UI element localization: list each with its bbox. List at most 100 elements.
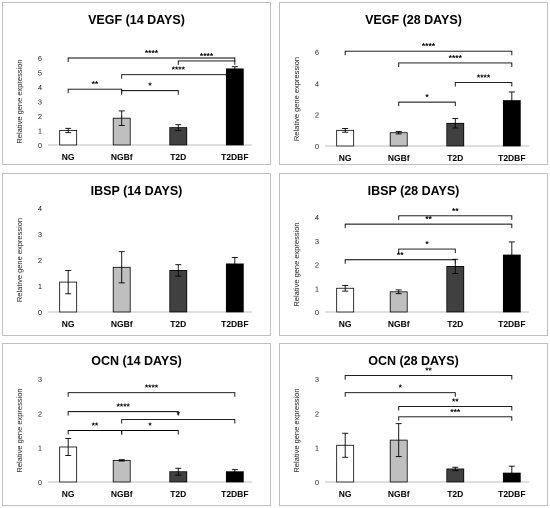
significance-label: **** [200, 51, 214, 61]
significance-label: ** [452, 396, 459, 406]
y-tick-label: 2 [315, 111, 319, 120]
y-tick-label: 1 [38, 282, 42, 291]
significance-bracket [344, 223, 513, 229]
bar-ngbf [112, 459, 131, 483]
bar-t2d [169, 270, 188, 313]
y-tick-label: 1 [38, 127, 42, 136]
significance-bracket [67, 57, 236, 62]
category-label: NGBf [111, 489, 133, 499]
category-label: T2D [447, 319, 463, 329]
significance-label: **** [172, 65, 186, 75]
y-tick-label: 3 [38, 98, 42, 107]
y-axis-label: Relative gene expression [15, 59, 24, 143]
y-tick-label: 0 [315, 478, 319, 487]
category-label: T2D [447, 153, 463, 163]
y-tick-label: 0 [38, 308, 42, 317]
y-tick-label: 0 [38, 141, 42, 150]
y-tick-label: 1 [38, 444, 42, 453]
category-label: T2D [447, 489, 463, 499]
y-tick-label: 6 [315, 48, 319, 57]
chart-title: IBSP (28 DAYS) [368, 184, 460, 198]
significance-label: * [399, 383, 403, 393]
significance-bracket [67, 392, 236, 397]
significance-label: ** [397, 250, 404, 260]
significance-bracket [177, 60, 236, 65]
significance-label: **** [145, 48, 159, 58]
chart-panel-2: VEGF (28 DAYS) 0 2 4 6 Relative gene expressi… [279, 2, 548, 165]
chart-title: IBSP (14 DAYS) [91, 184, 183, 198]
bar-ngbf [389, 132, 408, 147]
chart-panel-5: OCN (14 DAYS) 0 1 2 3 Relative gene expressio… [2, 343, 271, 506]
y-tick-label: 2 [315, 409, 319, 418]
significance-bracket [121, 74, 236, 79]
y-tick-label: 1 [315, 444, 319, 453]
significance-bracket [121, 419, 236, 424]
y-tick-label: 0 [315, 308, 319, 317]
chart-title: OCN (28 DAYS) [368, 354, 459, 368]
y-tick-label: 0 [38, 478, 42, 487]
y-axis-label: Relative gene expression [292, 388, 301, 472]
y-tick-label: 4 [38, 204, 42, 213]
y-tick-label: 3 [38, 230, 42, 239]
significance-label: ** [425, 366, 432, 376]
category-label: NG [339, 153, 352, 163]
significance-label: * [425, 239, 429, 249]
significance-bracket [121, 430, 179, 435]
chart-panel-1: VEGF (14 DAYS) 0 1 2 3 4 5 6 Relative gene expre… [2, 2, 271, 165]
y-axis-label: Relative gene expression [15, 218, 24, 302]
category-label: NGBf [111, 152, 133, 162]
y-axis-label: Relative gene expression [15, 388, 24, 472]
chart-title: OCN (14 DAYS) [91, 354, 182, 368]
category-label: NGBf [388, 319, 410, 329]
significance-label: ** [452, 206, 459, 216]
panel-border [279, 173, 548, 336]
category-label: NG [339, 489, 352, 499]
category-label: NGBf [388, 153, 410, 163]
significance-bracket [121, 90, 179, 95]
significance-label: ** [92, 421, 99, 431]
category-label: NG [62, 489, 75, 499]
significance-bracket [398, 101, 456, 107]
significance-label: * [177, 410, 181, 420]
category-label: T2D [170, 319, 186, 329]
significance-label: *** [450, 407, 461, 417]
y-tick-label: 3 [38, 375, 42, 384]
bar-ng [336, 129, 355, 147]
category-label: NG [339, 319, 352, 329]
category-label: T2D [170, 152, 186, 162]
category-label: T2D [170, 489, 186, 499]
bar-ng [336, 287, 355, 313]
significance-bracket [344, 375, 513, 380]
chart-panel-6: OCN (28 DAYS) 0 1 2 3 Relative gene expressio… [279, 343, 548, 506]
y-tick-label: 4 [38, 83, 42, 92]
significance-bracket [398, 215, 513, 220]
panel-border [279, 2, 548, 165]
y-tick-label: 1 [315, 284, 319, 293]
significance-bracket [344, 392, 456, 397]
y-axis-label: Relative gene expression [292, 57, 301, 141]
chart-title: VEGF (28 DAYS) [365, 13, 462, 27]
significance-label: **** [422, 41, 436, 51]
category-label: T2DBF [498, 319, 525, 329]
y-tick-label: 4 [315, 79, 319, 88]
bar-t2dbf [225, 263, 244, 313]
significance-bracket [344, 259, 456, 264]
category-label: T2DBF [498, 489, 525, 499]
significance-bracket [398, 406, 513, 411]
category-label: T2DBF [221, 152, 248, 162]
significance-label: **** [117, 402, 131, 412]
category-label: T2DBF [221, 489, 248, 499]
panel-border [279, 343, 548, 506]
significance-bracket [67, 411, 179, 416]
category-label: T2DBF [221, 319, 248, 329]
y-axis-label: Relative gene expression [292, 222, 301, 306]
significance-label: ** [425, 214, 432, 224]
category-label: NGBf [111, 319, 133, 329]
significance-label: * [425, 92, 429, 102]
bar-ngbf [389, 291, 408, 313]
significance-label: * [148, 421, 152, 431]
category-label: NG [62, 152, 75, 162]
y-tick-label: 6 [38, 54, 42, 63]
chart-panel-3: IBSP (14 DAYS) 0 1 2 3 4 Relative gene express… [2, 173, 271, 336]
significance-bracket [398, 62, 513, 67]
